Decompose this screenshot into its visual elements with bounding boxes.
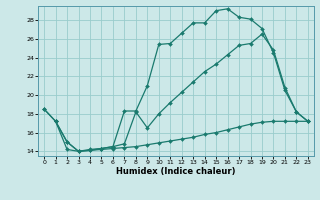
X-axis label: Humidex (Indice chaleur): Humidex (Indice chaleur)	[116, 167, 236, 176]
